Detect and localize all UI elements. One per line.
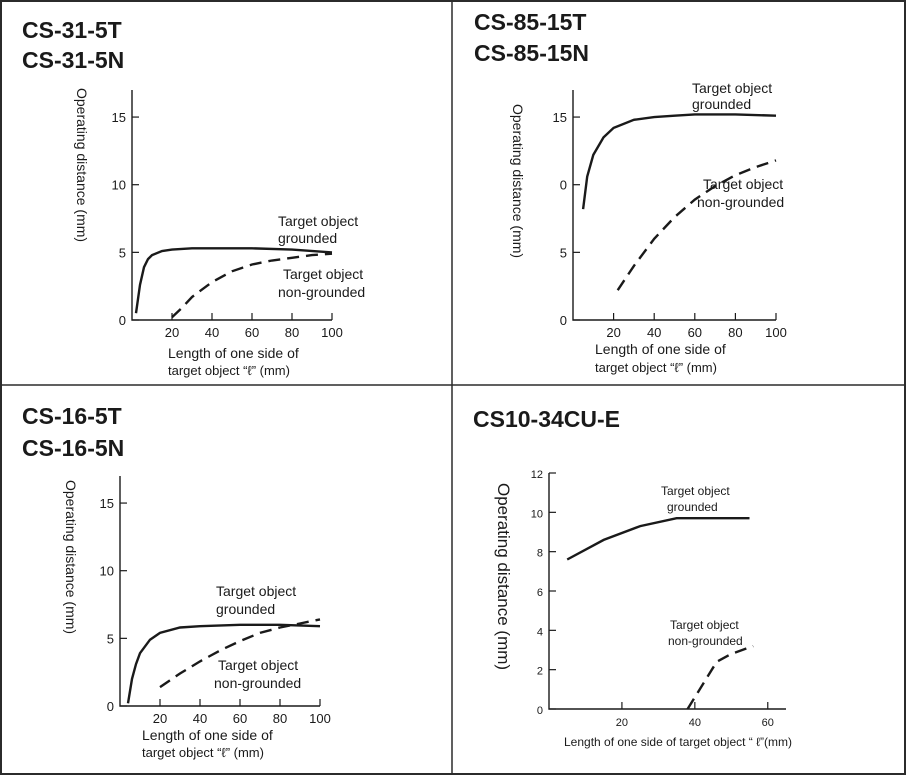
x-axis-label-line-2: target object “ℓ” (mm) (595, 360, 717, 375)
x-tick-label: 100 (321, 325, 343, 340)
y-tick-label: 4 (537, 626, 543, 638)
panel-title-line-2: CS-16-5N (22, 435, 124, 461)
chart-panel-cs-85: CS-85-15T CS-85-15N 0 5 0 15 20 40 60 80 100 Ope… (474, 9, 787, 375)
x-tick-label: 60 (762, 717, 774, 729)
y-tick-label: 5 (119, 245, 126, 260)
plot-area: 0 2 4 6 8 10 12 20 40 60 (531, 469, 786, 729)
y-tick-label: 0 (537, 705, 543, 717)
x-tick-label: 80 (285, 325, 299, 340)
series-label-non-grounded-line-2: non-grounded (668, 634, 743, 648)
series-label-grounded-line-1: Target object (692, 80, 772, 96)
x-tick-label: 60 (688, 325, 702, 340)
series-label-grounded-line-1: Target object (661, 484, 730, 498)
y-tick-label: 0 (560, 178, 567, 193)
x-tick-label: 40 (647, 325, 661, 340)
y-tick-label: 0 (119, 313, 126, 328)
x-axis-label-line-1: Length of one side of (142, 727, 273, 743)
y-tick-label: 0 (107, 699, 114, 714)
series-label-non-grounded-line-1: Target object (283, 266, 363, 282)
x-tick-label: 80 (273, 711, 287, 726)
series-label-non-grounded-line-1: Target object (218, 657, 298, 673)
series-line-grounded (581, 113, 777, 210)
chart-panel-cs-16: CS-16-5T CS-16-5N 0 5 10 15 20 40 60 80 100 Oper… (22, 403, 331, 760)
series-label-non-grounded-line-1: Target object (703, 176, 783, 192)
series-label-non-grounded-line-1: Target object (670, 618, 739, 632)
panel-title: CS10-34CU-E (473, 406, 620, 432)
series-line-grounded (566, 517, 750, 561)
y-tick-label: 0 (560, 313, 567, 328)
x-tick-label: 80 (728, 325, 742, 340)
x-tick-label: 40 (193, 711, 207, 726)
series-line-grounded (134, 247, 333, 314)
y-tick-label: 2 (537, 666, 543, 678)
series-label-non-grounded-line-2: non-grounded (278, 284, 365, 300)
series-label-grounded-line-1: Target object (278, 213, 358, 229)
panel-title-line-1: CS-31-5T (22, 17, 122, 43)
x-tick-label: 40 (205, 325, 219, 340)
x-axis-label: Length of one side of target object “ ℓ”… (564, 735, 792, 749)
x-tick-label: 20 (606, 325, 620, 340)
chart-panel-cs10-34cu-e: CS10-34CU-E 0 2 4 6 8 10 12 20 40 60 Operating di… (473, 406, 792, 749)
series-label-grounded-line-2: grounded (692, 96, 751, 112)
y-tick-label: 8 (537, 548, 543, 560)
plot-area: 0 5 0 15 20 40 60 80 100 (553, 90, 787, 340)
y-tick-label: 15 (100, 496, 114, 511)
y-axis-label: Operating distance (mm) (74, 88, 90, 242)
x-axis-label-line-2: target object “ℓ” (mm) (168, 363, 290, 378)
series-label-grounded-line-2: grounded (278, 230, 337, 246)
panel-title-line-2: CS-85-15N (474, 40, 589, 66)
series-label-grounded-line-2: grounded (216, 601, 275, 617)
x-axis-label-line-2: target object “ℓ” (mm) (142, 745, 264, 760)
series-line-non-grounded (686, 644, 754, 710)
x-axis-label-line-1: Length of one side of (595, 341, 726, 357)
y-tick-label: 10 (531, 508, 543, 520)
x-tick-label: 20 (165, 325, 179, 340)
y-tick-label: 5 (107, 631, 114, 646)
y-axis-label: Operating distance (mm) (510, 104, 526, 258)
series-label-grounded-line-1: Target object (216, 583, 296, 599)
series-label-non-grounded-line-2: non-grounded (214, 675, 301, 691)
x-tick-label: 40 (689, 717, 701, 729)
x-axis-label-line-1: Length of one side of (168, 345, 299, 361)
y-tick-label: 10 (100, 564, 114, 579)
x-tick-label: 20 (616, 717, 628, 729)
chart-panel-cs-31: CS-31-5T CS-31-5N 0 5 10 15 20 40 60 80 100 Oper… (22, 17, 365, 378)
panel-title-line-1: CS-16-5T (22, 403, 122, 429)
panel-title-line-1: CS-85-15T (474, 9, 586, 35)
series-label-non-grounded-line-2: non-grounded (697, 194, 784, 210)
x-tick-label: 60 (245, 325, 259, 340)
plot-area: 0 5 10 15 20 40 60 80 100 (100, 476, 331, 726)
y-tick-label: 10 (112, 178, 126, 193)
y-tick-label: 12 (531, 469, 543, 481)
y-tick-label: 5 (560, 245, 567, 260)
x-tick-label: 60 (233, 711, 247, 726)
x-tick-label: 100 (765, 325, 787, 340)
y-axis-label: Operating distance (mm) (63, 480, 79, 634)
x-tick-label: 20 (153, 711, 167, 726)
plot-area: 0 5 10 15 20 40 60 80 100 (112, 90, 343, 340)
y-axis-label: Operating distance (mm) (494, 483, 513, 670)
series-line-non-grounded (616, 159, 777, 291)
y-tick-label: 15 (553, 110, 567, 125)
y-tick-label: 6 (537, 587, 543, 599)
x-tick-label: 100 (309, 711, 331, 726)
panel-title-line-2: CS-31-5N (22, 47, 124, 73)
series-line-grounded (126, 623, 321, 704)
y-tick-label: 15 (112, 110, 126, 125)
series-line-non-grounded (171, 252, 333, 319)
series-label-grounded-line-2: grounded (667, 500, 718, 514)
